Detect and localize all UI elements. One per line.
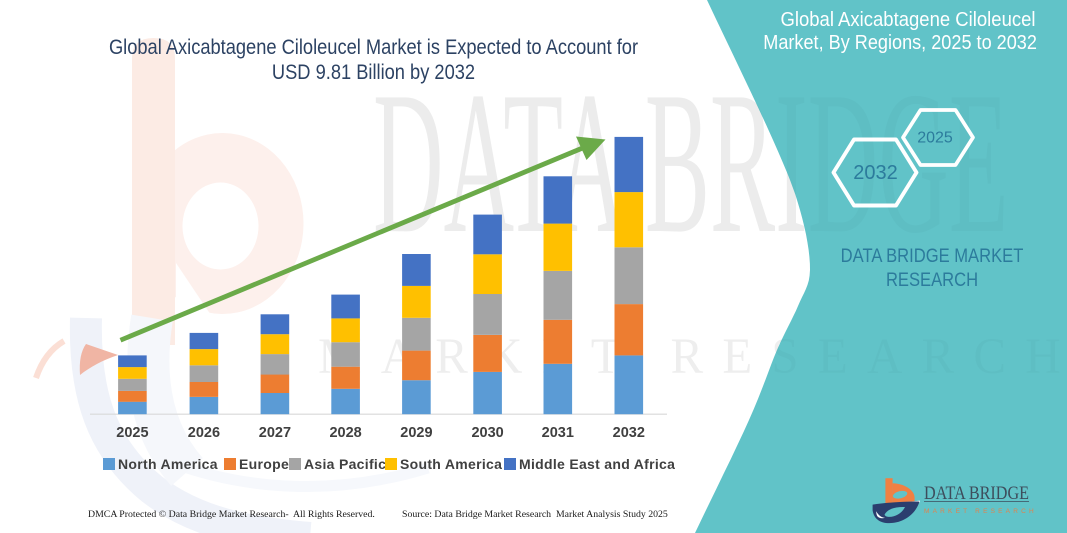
svg-text:MARKET RESEARCH: MARKET RESEARCH (924, 508, 1037, 515)
svg-text:2025: 2025 (917, 130, 953, 147)
svg-text:2032: 2032 (853, 162, 898, 184)
svg-text:DATA BRIDGE: DATA BRIDGE (924, 483, 1029, 504)
